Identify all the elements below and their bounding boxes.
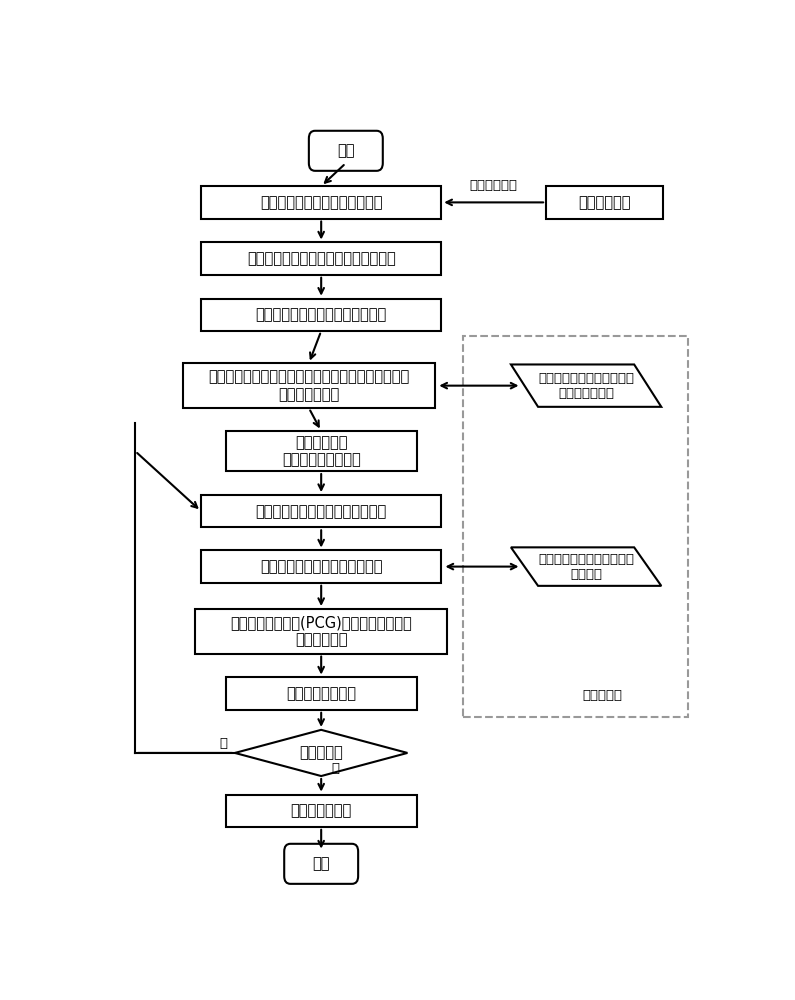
Bar [201,242,441,275]
Bar [546,186,663,219]
Text: 取单元矩阵的对角矩阵，并叠加单元共有节点上的值
形成预条件矩阵: 取单元矩阵的对角矩阵，并叠加单元共有节点上的值 形成预条件矩阵 [208,369,409,402]
Text: 在单元上计算待求解方程组的向量: 在单元上计算待求解方程组的向量 [255,504,387,519]
Text: 时域迭代开始
初始化波场及其导数: 时域迭代开始 初始化波场及其导数 [281,435,361,467]
Text: 迭代结束？: 迭代结束？ [299,745,343,760]
Text: 根据进程对应的子域，读取参数: 根据进程对应的子域，读取参数 [260,195,382,210]
Bar [201,299,441,331]
Text: 多网格法形成单元质量矩阵、刚度矩阵: 多网格法形成单元质量矩阵、刚度矩阵 [246,251,396,266]
Text: 在单元上计算待求解方程组的矩阵: 在单元上计算待求解方程组的矩阵 [255,307,387,322]
Polygon shape [511,364,661,407]
Bar [195,609,448,654]
Text: 进程间通信: 进程间通信 [582,689,622,702]
Text: 否: 否 [220,737,228,750]
Text: 开始: 开始 [337,143,355,158]
Bar [463,336,688,717]
Text: 叠加各单元共有节点上的向量值: 叠加各单元共有节点上的向量值 [260,559,382,574]
Text: 各子域相邻单元共有节点上
矩阵对角线的值: 各子域相邻单元共有节点上 矩阵对角线的值 [538,372,634,400]
Bar [226,677,417,710]
Text: 结果保存至文件: 结果保存至文件 [290,803,352,818]
Polygon shape [511,547,661,586]
Polygon shape [235,730,407,776]
Text: 各子域相邻单元共有节点上
的向量值: 各子域相邻单元共有节点上 的向量值 [538,553,634,581]
Bar [226,431,417,471]
Bar [226,795,417,827]
Text: 是: 是 [331,762,339,775]
Bar [201,186,441,219]
Text: 结束: 结束 [312,856,330,871]
Bar [183,363,435,408]
Text: 读取外部数据: 读取外部数据 [470,179,518,192]
FancyBboxPatch shape [284,844,358,884]
Text: 预条件共轭梯度法(PCG)迭代求解方程组，
得到波场增量: 预条件共轭梯度法(PCG)迭代求解方程组， 得到波场增量 [231,615,412,647]
FancyBboxPatch shape [308,131,383,171]
Bar [201,495,441,527]
Text: 介质模型参数: 介质模型参数 [578,195,631,210]
Text: 更新波场及其导数: 更新波场及其导数 [286,686,356,701]
Bar [201,550,441,583]
